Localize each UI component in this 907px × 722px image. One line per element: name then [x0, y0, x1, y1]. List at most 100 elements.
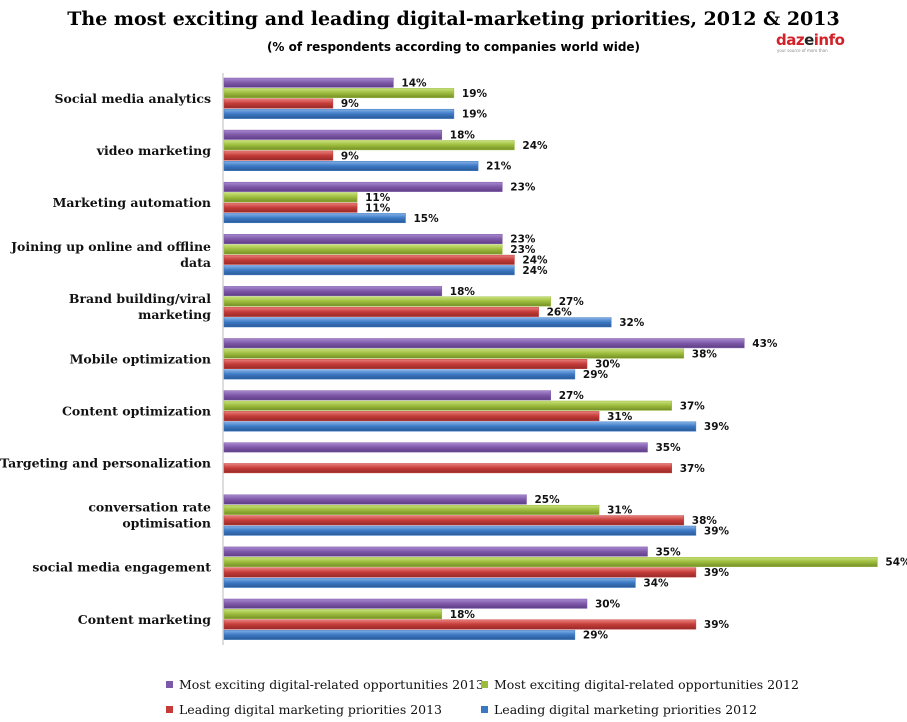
bar-opp-2012: [223, 504, 600, 515]
data-label: 18%: [450, 130, 476, 142]
legend-swatch-1: [166, 681, 173, 688]
data-label: 15%: [414, 213, 440, 225]
bar-prio-2013: [223, 359, 588, 369]
category-label-line: Marketing automation: [53, 195, 211, 210]
data-label: 21%: [486, 161, 512, 173]
bar-prio-2012: [223, 161, 479, 171]
data-label: 29%: [583, 369, 609, 381]
bar-prio-2013: [223, 150, 334, 161]
dazeinfo-logo: dazeinfo your source of more than: [776, 30, 876, 54]
category-label: social media engagement: [32, 560, 211, 575]
logo-tagline: your source of more than: [777, 48, 828, 53]
data-label: 23%: [510, 234, 536, 246]
bar-opp-2013: [223, 181, 503, 192]
bar-opp-2012: [223, 348, 685, 359]
category-label: Social media analytics: [54, 91, 211, 106]
data-label: 39%: [704, 421, 730, 433]
data-label: 24%: [522, 140, 548, 152]
bar-prio-2012: [223, 317, 612, 328]
data-label: 30%: [595, 598, 621, 610]
bar-opp-2013: [223, 598, 588, 609]
category-label: Content optimization: [62, 403, 211, 418]
bar-opp-2013: [223, 234, 503, 244]
category-label-line: Joining up online and offline: [10, 239, 211, 254]
data-label: 39%: [704, 619, 730, 631]
data-label: 19%: [462, 88, 488, 100]
legend-swatch-2: [481, 681, 488, 688]
bar-prio-2012: [223, 525, 697, 536]
bar-opp-2012: [223, 400, 672, 411]
bar-opp-2012: [223, 88, 455, 99]
legend-label-3: Leading digital marketing priorities 201…: [179, 702, 443, 717]
bar-prio-2013: [223, 463, 672, 474]
bars-group: 14%19%9%19%18%24%9%21%23%11%11%15%23%23%…: [223, 77, 907, 642]
bar-chart: 14%19%9%19%18%24%9%21%23%11%11%15%23%23%…: [0, 73, 907, 645]
bar-prio-2012: [223, 213, 406, 224]
category-label-line: conversation rate: [88, 500, 211, 515]
bar-opp-2013: [223, 390, 551, 401]
category-label-line: Brand building/viral: [69, 291, 211, 306]
data-label: 37%: [680, 400, 706, 412]
data-label: 9%: [341, 150, 359, 162]
category-label-line: social media engagement: [32, 560, 211, 575]
data-label: 18%: [450, 609, 476, 621]
bar-opp-2012: [223, 557, 878, 567]
logo-text: dazeinfo: [776, 31, 845, 49]
bar-prio-2012: [223, 421, 697, 432]
category-label-line: Mobile optimization: [70, 351, 211, 366]
data-label: 11%: [365, 202, 391, 214]
data-label: 30%: [595, 359, 621, 371]
bar-prio-2013: [223, 254, 515, 265]
category-label: Mobile optimization: [70, 351, 211, 366]
data-label: 35%: [656, 442, 682, 454]
bar-prio-2013: [223, 98, 334, 109]
legend-label-1: Most exciting digital-related opportunit…: [179, 677, 484, 692]
data-label: 39%: [704, 567, 730, 579]
category-label: video marketing: [96, 143, 212, 158]
data-label: 43%: [752, 338, 778, 350]
chart-subtitle: (% of respondents according to companies…: [266, 40, 641, 54]
data-label: 39%: [704, 525, 730, 537]
data-label: 37%: [680, 463, 706, 475]
bar-opp-2012: [223, 609, 443, 620]
data-label: 38%: [692, 515, 718, 527]
category-label-line: data: [180, 255, 211, 270]
category-label-line: Targeting and personalization: [0, 456, 211, 471]
legend-item-3: Leading digital marketing priorities 201…: [166, 702, 442, 717]
bar-prio-2013: [223, 306, 539, 317]
legend-item-1: Most exciting digital-related opportunit…: [166, 677, 484, 692]
bar-opp-2013: [223, 286, 443, 297]
bar-prio-2013: [223, 202, 358, 213]
category-labels: Social media analytics video marketing Mar…: [0, 91, 211, 627]
chart-title: The most exciting and leading digital-ma…: [67, 8, 840, 30]
category-label-line: Content optimization: [62, 403, 211, 418]
legend-label-2: Most exciting digital-related opportunit…: [494, 677, 799, 692]
category-label-line: Social media analytics: [54, 91, 211, 106]
bar-prio-2013: [223, 515, 685, 526]
bar-prio-2012: [223, 108, 455, 119]
category-label-line: video marketing: [96, 143, 212, 158]
data-label: 27%: [559, 296, 585, 308]
bar-prio-2012: [223, 577, 636, 588]
category-label: Brand building/viral marketing: [69, 291, 211, 322]
category-label-line: Content marketing: [78, 612, 211, 627]
bar-prio-2012: [223, 629, 576, 640]
data-label: 19%: [462, 109, 488, 121]
bar-prio-2012: [223, 265, 515, 276]
category-label-line: optimisation: [122, 516, 211, 531]
bar-prio-2013: [223, 411, 600, 422]
data-label: 11%: [365, 192, 391, 204]
data-label: 29%: [583, 630, 609, 642]
bar-prio-2012: [223, 369, 576, 380]
category-label: conversation rate optimisation: [88, 500, 211, 531]
data-label: 24%: [522, 265, 548, 277]
legend-item-4: Leading digital marketing priorities 201…: [481, 702, 757, 717]
bar-opp-2013: [223, 77, 394, 88]
category-label: Content marketing: [78, 612, 211, 627]
data-label: 31%: [607, 411, 633, 423]
bar-opp-2012: [223, 140, 515, 151]
bar-prio-2013: [223, 567, 697, 578]
bar-prio-2013: [223, 619, 697, 630]
data-label: 26%: [547, 307, 573, 319]
data-label: 18%: [450, 286, 476, 298]
